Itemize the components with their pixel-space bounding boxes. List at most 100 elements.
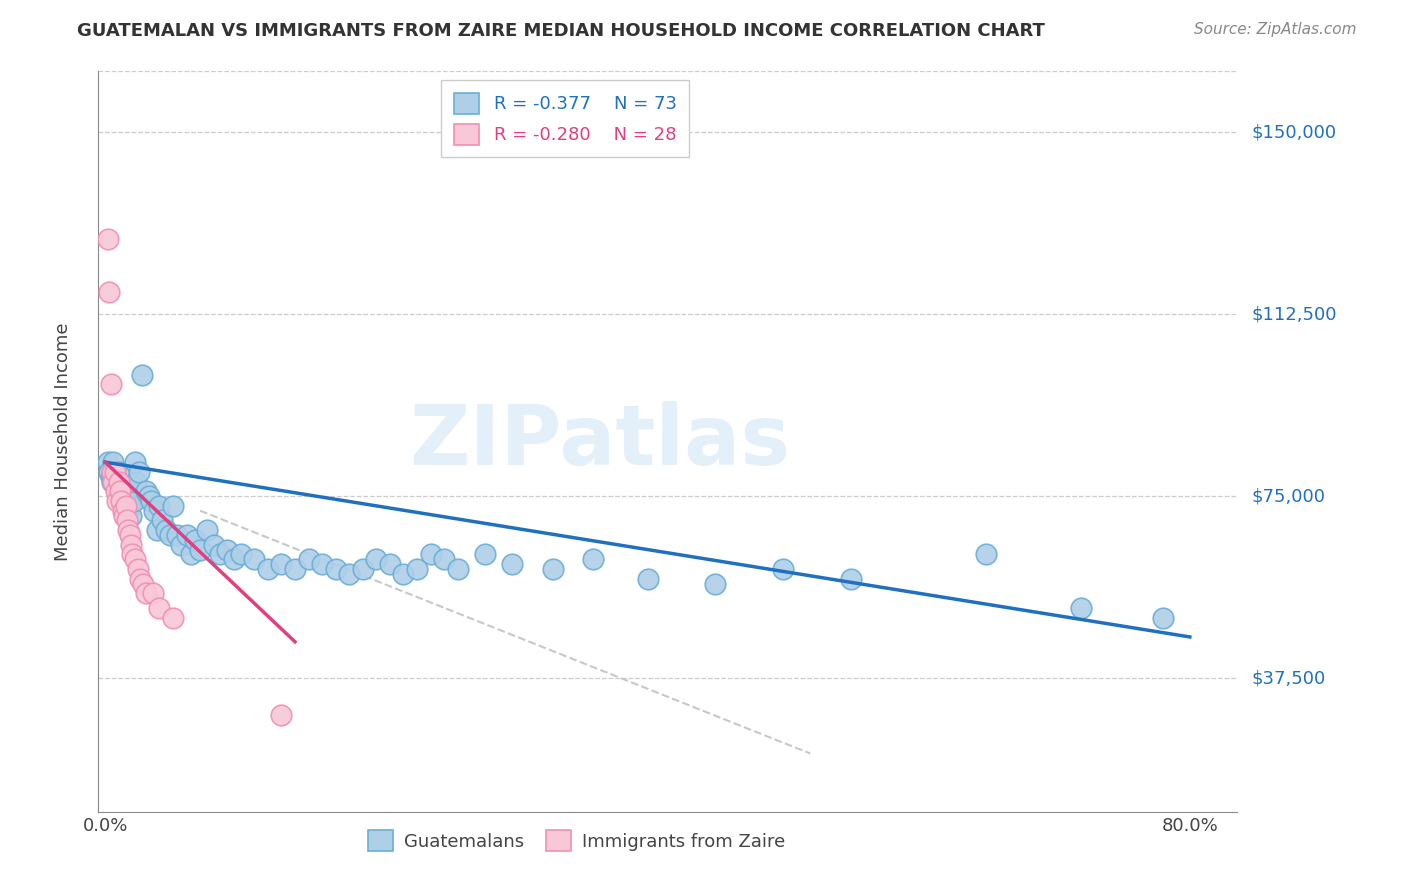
Point [162, 610, 184, 624]
Text: GUATEMALAN VS IMMIGRANTS FROM ZAIRE MEDIAN HOUSEHOLD INCOME CORRELATION CHART: GUATEMALAN VS IMMIGRANTS FROM ZAIRE MEDI… [77, 22, 1045, 40]
Point [142, 586, 165, 600]
Point [114, 489, 136, 503]
Point [150, 513, 173, 527]
Text: $150,000: $150,000 [1251, 123, 1336, 141]
Point [637, 572, 659, 586]
Point [100, 469, 122, 483]
Point [97, 232, 120, 246]
Point [124, 455, 146, 469]
Point [155, 523, 177, 537]
Point [148, 499, 170, 513]
Point [141, 494, 163, 508]
Point [229, 548, 252, 562]
Point [103, 475, 125, 489]
Point [180, 548, 202, 562]
Point [183, 533, 205, 547]
Point [1152, 610, 1174, 624]
Text: $37,500: $37,500 [1251, 669, 1326, 687]
Point [105, 484, 128, 499]
Point [135, 586, 157, 600]
Text: $75,000: $75,000 [1251, 487, 1326, 505]
Point [392, 566, 415, 581]
Point [433, 552, 456, 566]
Point [170, 538, 193, 552]
Point [337, 566, 360, 581]
Text: ZIPatlas: ZIPatlas [409, 401, 790, 482]
Point [209, 548, 232, 562]
Point [118, 499, 141, 513]
Point [108, 484, 131, 499]
Point [125, 475, 148, 489]
Point [131, 368, 153, 382]
Point [127, 562, 149, 576]
Point [107, 465, 129, 479]
Point [188, 542, 211, 557]
Point [243, 552, 266, 566]
Point [120, 508, 142, 523]
Point [122, 494, 145, 508]
Point [352, 562, 374, 576]
Point [162, 499, 184, 513]
Point [202, 538, 225, 552]
Point [284, 562, 307, 576]
Point [100, 377, 122, 392]
Point [148, 600, 170, 615]
Point [101, 475, 124, 489]
Point [112, 508, 135, 523]
Point [128, 465, 150, 479]
Point [105, 469, 128, 483]
Point [270, 707, 292, 722]
Point [110, 494, 132, 508]
Point [447, 562, 470, 576]
Point [121, 479, 143, 493]
Point [159, 528, 181, 542]
Point [541, 562, 564, 576]
Text: $112,500: $112,500 [1251, 305, 1337, 323]
Point [582, 552, 605, 566]
Point [474, 548, 496, 562]
Point [112, 499, 135, 513]
Point [98, 285, 121, 300]
Point [176, 528, 198, 542]
Point [138, 489, 160, 503]
Point [406, 562, 429, 576]
Point [104, 475, 127, 489]
Point [839, 572, 862, 586]
Point [107, 475, 129, 489]
Point [104, 465, 127, 479]
Point [98, 465, 121, 479]
Legend: Guatemalans, Immigrants from Zaire: Guatemalans, Immigrants from Zaire [361, 823, 793, 858]
Point [270, 557, 292, 571]
Point [145, 523, 167, 537]
Point [111, 479, 134, 493]
Point [166, 528, 188, 542]
Point [108, 484, 131, 499]
Y-axis label: Median Household Income: Median Household Income [53, 322, 72, 561]
Point [297, 552, 319, 566]
Point [114, 499, 136, 513]
Point [311, 557, 333, 571]
Point [107, 494, 129, 508]
Point [124, 552, 146, 566]
Point [143, 504, 166, 518]
Point [115, 513, 138, 527]
Point [195, 523, 218, 537]
Point [111, 504, 134, 518]
Point [117, 484, 139, 499]
Point [325, 562, 347, 576]
Point [419, 548, 441, 562]
Point [103, 455, 125, 469]
Point [1070, 600, 1092, 615]
Point [132, 576, 155, 591]
Point [117, 523, 139, 537]
Point [129, 572, 152, 586]
Point [501, 557, 523, 571]
Point [222, 552, 245, 566]
Point [107, 479, 129, 493]
Point [115, 494, 138, 508]
Point [257, 562, 280, 576]
Point [97, 455, 120, 469]
Point [378, 557, 401, 571]
Point [120, 538, 142, 552]
Point [118, 528, 141, 542]
